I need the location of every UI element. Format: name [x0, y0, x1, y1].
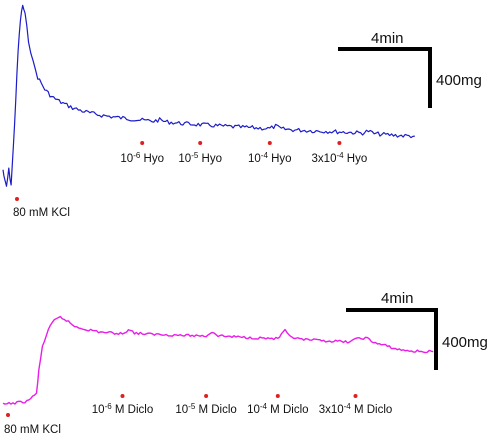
diclofenac-drug-markers: 80 mM KCl 10-6 M Diclo 10-5 M Diclo 10-4 M … [4, 394, 392, 435]
marker-label: 10-4 Hyo [248, 151, 292, 165]
scale-time-label: 4min [381, 290, 414, 307]
diclofenac-scale-bar: 4min 400mg [346, 290, 488, 370]
hyoscine-tension-trace [2, 4, 415, 187]
hyoscine-drug-markers: 80 mM KCl 10-6 Hyo 10-5 Hyo 10-4 Hyo 3x10-4 … [13, 141, 367, 219]
marker-label: 10-6 M Diclo [92, 402, 153, 416]
marker-dot [337, 141, 342, 145]
marker-label: 3x10-4 Hyo [312, 151, 368, 165]
marker-dot [353, 394, 358, 398]
hyoscine-scale-bar: 4min 400mg [338, 30, 482, 108]
marker-dot [198, 141, 203, 145]
diclofenac-tension-trace [2, 315, 434, 405]
marker-label: 10-6 Hyo [120, 151, 164, 165]
marker-label: 3x10-4 M Diclo [319, 402, 393, 416]
scale-force-label: 400mg [442, 334, 488, 351]
marker-dot [140, 141, 145, 145]
marker-label: 10-5 M Diclo [175, 402, 236, 416]
marker-label: 80 mM KCl [13, 207, 70, 219]
marker-label: 10-4 M Diclo [247, 402, 308, 416]
marker-label: 10-5 Hyo [178, 151, 222, 165]
hyoscine-panel: 80 mM KCl 10-6 Hyo 10-5 Hyo 10-4 Hyo 3x10-4 … [2, 4, 482, 219]
scale-time-label: 4min [371, 30, 404, 47]
scale-bar-lines [346, 308, 438, 370]
scale-force-label: 400mg [436, 72, 482, 89]
marker-dot [275, 394, 280, 398]
marker-dot [204, 394, 209, 398]
marker-dot [120, 394, 125, 398]
marker-dot [15, 197, 19, 201]
diclofenac-panel: 80 mM KCl 10-6 M Diclo 10-5 M Diclo 10-4 M … [2, 290, 488, 435]
marker-label: 80 mM KCl [4, 424, 61, 435]
scale-bar-lines [338, 47, 432, 108]
marker-dot [6, 413, 10, 417]
marker-dot [267, 141, 272, 145]
